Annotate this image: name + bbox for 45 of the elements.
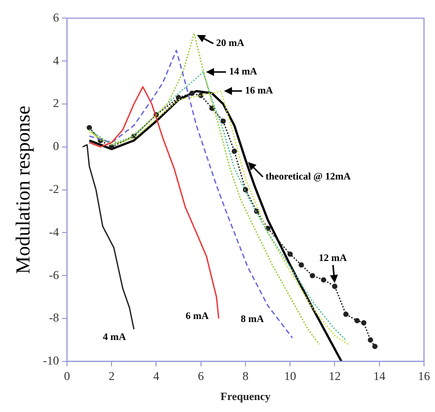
- x-tick-label: 8: [242, 368, 248, 383]
- point: [298, 262, 304, 268]
- point: [287, 252, 293, 257]
- x-tick-label: 2: [108, 368, 115, 383]
- point: [209, 106, 215, 111]
- annotation: 14 mA: [229, 66, 258, 78]
- y-tick-label: -10: [42, 354, 59, 368]
- point: [108, 144, 114, 150]
- annotation: 6 mA: [186, 311, 210, 322]
- annotation: 12 mA: [318, 252, 348, 264]
- x-tick-label: 6: [198, 368, 204, 383]
- y-tick-label: -8: [48, 310, 59, 325]
- annotation: 8 mA: [240, 314, 265, 326]
- point: [368, 337, 374, 343]
- point: [372, 344, 378, 350]
- point: [189, 90, 195, 96]
- x-axis-title: Frequency: [220, 391, 271, 404]
- x-tick-label: 16: [418, 368, 430, 383]
- point: [232, 148, 237, 154]
- point: [361, 320, 366, 326]
- annotation: theoretical @ 12mA: [266, 171, 352, 182]
- y-tick-label: -6: [48, 268, 59, 282]
- point: [86, 124, 92, 130]
- y-tick-label: 0: [52, 139, 59, 154]
- y-tick-label: 4: [52, 53, 59, 68]
- annotation: 4 mA: [102, 332, 127, 343]
- x-tick-label: 12: [328, 368, 341, 383]
- x-tick-label: 14: [373, 368, 386, 383]
- point: [354, 318, 360, 324]
- y-tick-label: 2: [52, 96, 59, 110]
- point: [176, 94, 182, 100]
- annotation: 16 mA: [244, 86, 274, 97]
- point: [310, 272, 316, 278]
- x-tick-label: 4: [153, 368, 160, 383]
- point: [332, 284, 338, 289]
- y-tick-label: 6: [52, 10, 59, 24]
- x-tick-label: 0: [64, 368, 70, 383]
- point: [220, 118, 226, 124]
- y-tick-label: -2: [48, 182, 59, 196]
- y-axis-title: Modulation response: [12, 106, 34, 274]
- point: [343, 312, 349, 317]
- y-tick-label: -4: [48, 224, 59, 239]
- point: [320, 277, 326, 283]
- x-tick-label: 10: [284, 368, 296, 383]
- annotation: 20 mA: [216, 38, 246, 49]
